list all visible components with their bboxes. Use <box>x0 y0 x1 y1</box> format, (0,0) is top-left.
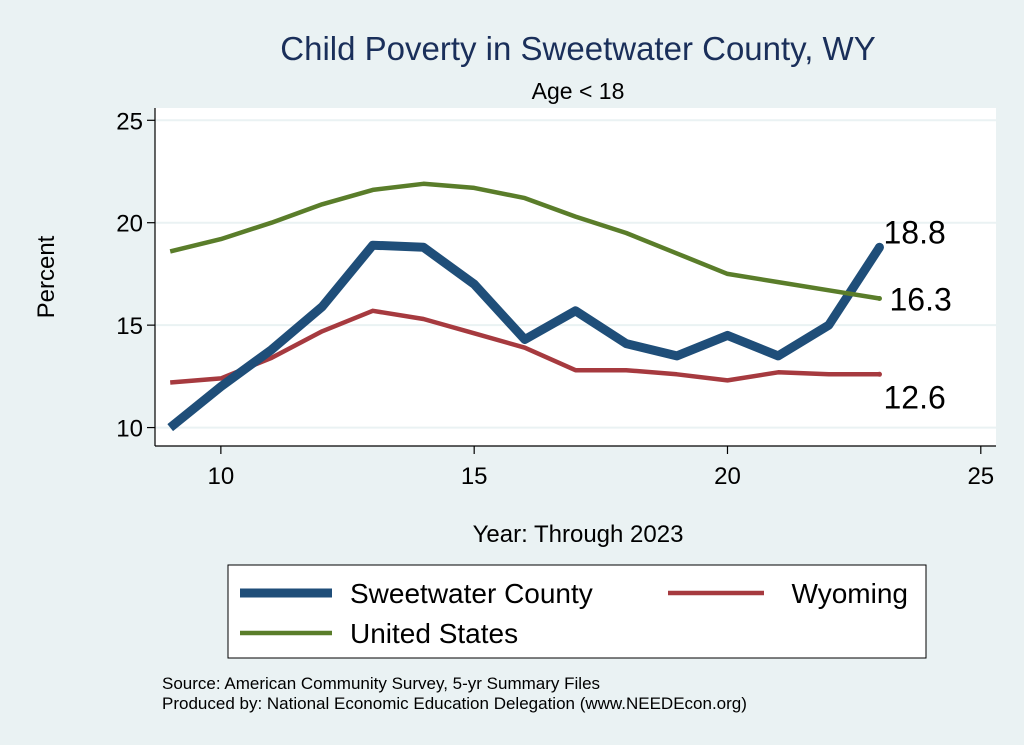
chart-title: Child Poverty in Sweetwater County, WY <box>280 30 875 67</box>
series-lines <box>167 181 884 432</box>
end-value-label: 18.8 <box>883 214 945 250</box>
series-line-wyoming <box>170 308 880 385</box>
chart-subtitle: Age < 18 <box>532 78 625 104</box>
x-axis-label: Year: Through 2023 <box>473 521 684 548</box>
end-point <box>876 296 882 302</box>
end-value-label: 16.3 <box>889 282 951 318</box>
x-tick-label: 25 <box>967 463 994 490</box>
legend: Sweetwater County Wyoming United States <box>240 578 908 649</box>
plot-area <box>155 108 996 446</box>
legend-label: United States <box>350 618 518 649</box>
y-ticks: 10 15 20 25 <box>116 108 155 443</box>
y-tick-label: 10 <box>116 416 143 443</box>
y-tick-label: 25 <box>116 108 143 135</box>
series-line-sweetwater-county <box>167 240 884 432</box>
end-value-label: 12.6 <box>883 379 945 415</box>
produced-by-note: Produced by: National Economic Education… <box>162 694 747 713</box>
source-note: Source: American Community Survey, 5-yr … <box>162 674 600 693</box>
y-tick-label: 20 <box>116 211 143 238</box>
end-labels: 18.8 12.6 16.3 <box>874 214 952 415</box>
legend-label: Wyoming <box>792 578 908 609</box>
series-line-united-states <box>169 181 880 301</box>
legend-box <box>227 564 927 659</box>
end-point <box>874 242 884 252</box>
y-axis-label: Percent <box>33 235 60 318</box>
y-tick-label: 15 <box>116 313 143 340</box>
x-ticks: 10 15 20 25 <box>208 446 994 490</box>
x-tick-label: 20 <box>714 463 741 490</box>
end-point <box>876 371 882 377</box>
legend-label: Sweetwater County <box>350 578 593 609</box>
x-tick-label: 10 <box>208 463 235 490</box>
x-tick-label: 15 <box>461 463 488 490</box>
